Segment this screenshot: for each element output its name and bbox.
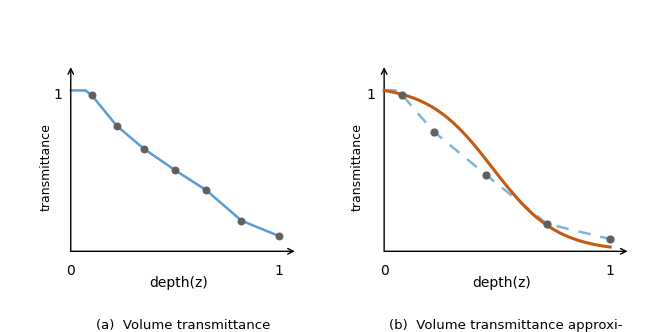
Text: 1: 1	[605, 264, 615, 278]
Point	[236, 218, 246, 223]
Point	[87, 92, 97, 98]
Text: (b)  Volume transmittance approxi-
mation: (b) Volume transmittance approxi- mation	[390, 319, 623, 332]
Text: 1: 1	[366, 88, 375, 102]
Point	[169, 167, 180, 173]
Point	[541, 221, 552, 226]
Text: transmittance: transmittance	[39, 123, 53, 211]
Text: depth(z): depth(z)	[472, 276, 531, 290]
Text: 1: 1	[53, 88, 63, 102]
Text: depth(z): depth(z)	[150, 276, 208, 290]
Text: transmittance: transmittance	[350, 123, 364, 211]
Point	[605, 236, 615, 242]
Text: 0: 0	[380, 264, 388, 278]
Point	[274, 233, 284, 239]
Point	[111, 123, 122, 128]
Point	[428, 129, 439, 134]
Point	[139, 146, 149, 151]
Point	[480, 172, 491, 177]
Text: 0: 0	[67, 264, 75, 278]
Point	[397, 92, 408, 98]
Text: (a)  Volume transmittance: (a) Volume transmittance	[96, 319, 270, 332]
Text: 1: 1	[274, 264, 283, 278]
Point	[200, 187, 211, 193]
